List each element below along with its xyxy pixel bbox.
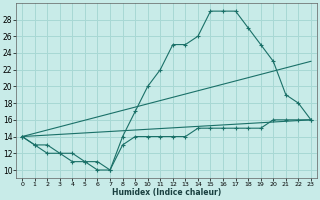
X-axis label: Humidex (Indice chaleur): Humidex (Indice chaleur) xyxy=(112,188,221,197)
